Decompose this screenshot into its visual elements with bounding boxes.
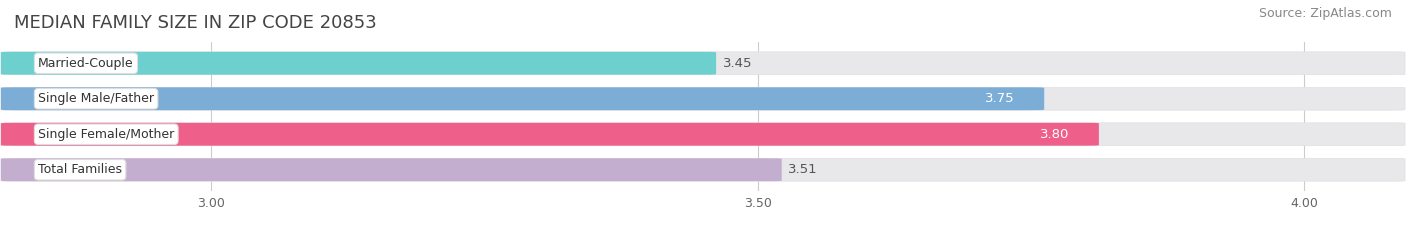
Text: Single Male/Father: Single Male/Father — [38, 92, 155, 105]
Text: 3.45: 3.45 — [723, 57, 752, 70]
Text: 3.80: 3.80 — [1040, 128, 1070, 141]
FancyBboxPatch shape — [1, 87, 1045, 110]
FancyBboxPatch shape — [1, 52, 716, 75]
Text: Married-Couple: Married-Couple — [38, 57, 134, 70]
Text: Total Families: Total Families — [38, 163, 122, 176]
Text: 3.51: 3.51 — [789, 163, 818, 176]
FancyBboxPatch shape — [1, 123, 1405, 146]
Text: Single Female/Mother: Single Female/Mother — [38, 128, 174, 141]
Text: 3.75: 3.75 — [986, 92, 1015, 105]
Text: MEDIAN FAMILY SIZE IN ZIP CODE 20853: MEDIAN FAMILY SIZE IN ZIP CODE 20853 — [14, 14, 377, 32]
FancyBboxPatch shape — [1, 87, 1405, 110]
FancyBboxPatch shape — [1, 158, 1405, 181]
FancyBboxPatch shape — [1, 123, 1099, 146]
FancyBboxPatch shape — [1, 158, 782, 181]
Text: Source: ZipAtlas.com: Source: ZipAtlas.com — [1258, 7, 1392, 20]
FancyBboxPatch shape — [1, 52, 1405, 75]
